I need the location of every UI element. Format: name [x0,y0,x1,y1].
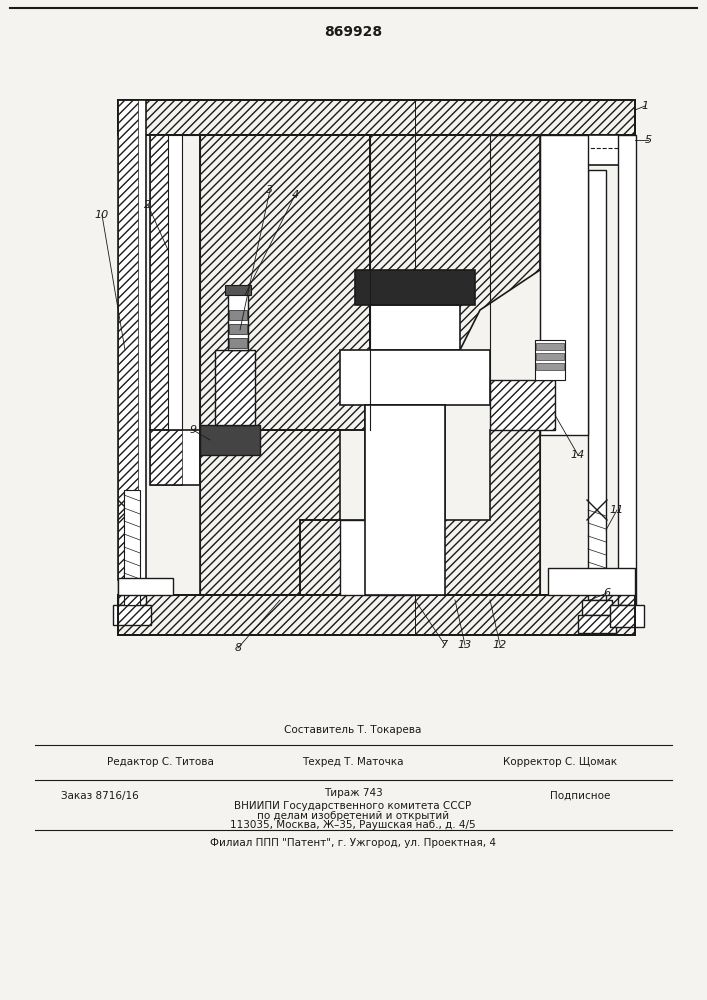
Text: 11: 11 [610,505,624,515]
Bar [118,580,146,605]
Bar [355,270,475,305]
Bar [168,135,182,430]
Bar [536,363,564,370]
Text: 113035, Москва, Ж–35, Раушская наб., д. 4/5: 113035, Москва, Ж–35, Раушская наб., д. … [230,820,476,830]
Text: 14: 14 [571,450,585,460]
Bar [582,600,612,615]
Bar [229,310,247,320]
Bar [365,405,445,520]
Text: 7: 7 [441,640,448,650]
Text: Подписное: Подписное [550,791,610,801]
Text: 10: 10 [95,210,109,220]
Text: 869928: 869928 [324,25,382,39]
Bar [113,605,151,625]
Text: ВНИИПИ Государственного комитета СССР: ВНИИПИ Государственного комитета СССР [235,801,472,811]
Bar [535,340,565,380]
Bar [229,338,247,348]
Bar [124,490,140,605]
Bar [578,615,616,633]
Bar [150,135,182,430]
Text: Редактор С. Титова: Редактор С. Титова [107,757,214,767]
Text: 4: 4 [291,190,298,200]
Bar [536,343,564,350]
Bar [118,100,146,580]
Text: 2: 2 [144,200,151,210]
Bar [555,135,635,165]
Bar [118,578,173,595]
Bar [490,380,555,430]
Bar [200,135,370,430]
Bar [540,135,588,435]
Bar [229,324,247,334]
Bar [215,350,255,425]
Bar [618,135,636,605]
Bar [118,595,635,635]
Text: по делам изобретений и открытий: по делам изобретений и открытий [257,811,449,821]
Text: Техред Т. Маточка: Техред Т. Маточка [303,757,404,767]
Bar [118,100,635,135]
Text: Заказ 8716/16: Заказ 8716/16 [61,791,139,801]
Bar [340,520,420,595]
Text: 13: 13 [458,640,472,650]
Text: 12: 12 [493,640,507,650]
Bar [228,290,248,350]
Bar [588,170,606,600]
Text: Тираж 743: Тираж 743 [324,788,382,798]
Bar [150,430,200,485]
Bar [370,305,460,350]
Text: Составитель Т. Токарева: Составитель Т. Токарева [284,725,421,735]
Text: 9: 9 [189,425,197,435]
Text: 6: 6 [604,588,611,598]
Text: 3: 3 [267,185,274,195]
Bar [610,605,644,627]
Bar [548,568,635,595]
Bar [536,353,564,360]
Bar [225,285,251,295]
Bar [340,350,490,405]
Bar [365,405,445,595]
Bar [200,425,260,455]
Text: 5: 5 [645,135,652,145]
Text: Корректор С. Щомак: Корректор С. Щомак [503,757,617,767]
Text: Филиал ППП "Патент", г. Ужгород, ул. Проектная, 4: Филиал ППП "Патент", г. Ужгород, ул. Про… [210,838,496,848]
Text: 8: 8 [235,643,242,653]
Text: 1: 1 [641,101,648,111]
